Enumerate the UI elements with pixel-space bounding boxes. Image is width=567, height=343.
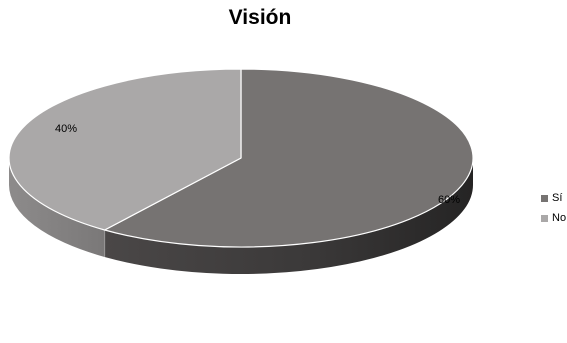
data-label-no: 40% — [55, 123, 77, 135]
pie-labels: 60% 40% — [55, 123, 460, 206]
data-label-si: 60% — [438, 194, 460, 206]
chart-title: Visión — [228, 6, 292, 29]
legend-swatch-no — [541, 214, 548, 222]
legend-label-no: No — [552, 212, 567, 224]
legend-item-si: Sí — [541, 188, 567, 208]
legend-swatch-si — [541, 194, 548, 202]
legend-item-no: No — [541, 208, 567, 228]
pie-side-no — [9, 158, 105, 258]
pie-sides — [9, 158, 473, 274]
pie-side-si — [104, 158, 473, 274]
legend-label-si: Sí — [552, 192, 563, 204]
legend: Sí No — [541, 188, 567, 228]
pie-slice-si — [104, 68, 474, 248]
pie-slice-no — [8, 68, 242, 231]
pie-tops — [8, 68, 474, 248]
